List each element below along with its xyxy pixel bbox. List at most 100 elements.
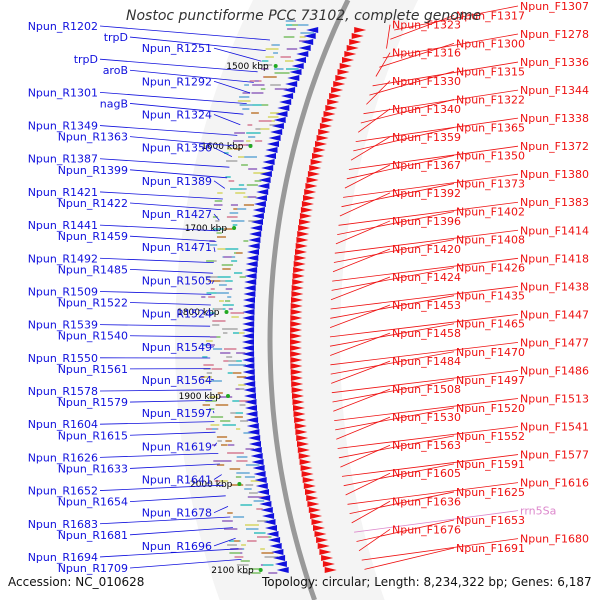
- reverse-strand-gene: [248, 237, 261, 243]
- feature-block: [234, 540, 240, 542]
- left-label-leader: [213, 213, 220, 221]
- reverse-strand-gene: [250, 453, 263, 459]
- forward-strand-gene: [337, 69, 350, 75]
- forward-strand-gene: [297, 447, 310, 453]
- feature-block: [233, 140, 244, 142]
- forward-strand-gene: [306, 177, 319, 183]
- forward-strand-gene: [354, 27, 367, 33]
- feature-block: [212, 320, 226, 322]
- feature-block: [228, 360, 237, 362]
- reverse-gene-label: nagB: [100, 97, 128, 110]
- feature-block: [234, 556, 244, 558]
- feature-block: [243, 240, 249, 242]
- forward-strand-gene: [290, 369, 303, 375]
- forward-gene-label: Npun_F1438: [520, 280, 589, 293]
- reverse-strand-gene: [259, 501, 272, 507]
- feature-block: [244, 488, 252, 490]
- feature-block: [209, 312, 216, 314]
- left-label-leader: [213, 537, 236, 547]
- right-label-leader: [332, 379, 455, 403]
- forward-strand-gene: [300, 465, 313, 471]
- right-label-leader: [335, 220, 391, 245]
- reverse-strand-gene: [242, 333, 254, 339]
- feature-block: [299, 36, 306, 38]
- left-label-leader: [213, 474, 222, 480]
- reverse-gene-label: Npun_R1492: [28, 252, 98, 265]
- reverse-strand-gene: [243, 285, 256, 291]
- reverse-strand-gene: [273, 117, 286, 123]
- forward-strand-gene: [306, 495, 319, 501]
- reverse-gene-label: Npun_R1615: [58, 429, 128, 442]
- reverse-gene-label: Npun_R1301: [28, 86, 98, 99]
- feature-block: [235, 476, 242, 478]
- reverse-strand-gene: [257, 489, 269, 495]
- forward-strand-gene: [299, 459, 312, 465]
- reverse-strand-gene: [259, 171, 272, 177]
- feature-block: [231, 260, 238, 262]
- feature-block: [239, 404, 246, 406]
- reverse-gene-label: Npun_R1626: [28, 451, 98, 464]
- right-label-leader: [333, 239, 455, 263]
- left-label-leader: [213, 442, 218, 447]
- forward-gene-label: Npun_F1513: [520, 392, 589, 405]
- feature-block: [245, 484, 254, 486]
- feature-block: [239, 364, 247, 366]
- forward-strand-gene: [313, 147, 326, 153]
- feature-block: [206, 372, 213, 374]
- right-label-leader: [348, 145, 519, 170]
- forward-strand-gene: [290, 363, 303, 369]
- forward-strand-gene: [290, 303, 303, 309]
- left-label-leader: [99, 324, 211, 327]
- reverse-gene-label: Npun_R1550: [28, 352, 98, 365]
- reverse-strand-gene: [279, 99, 292, 105]
- right-label-leader: [349, 491, 455, 514]
- forward-strand-gene: [349, 39, 362, 45]
- feature-block: [242, 572, 256, 574]
- forward-strand-gene: [307, 501, 320, 507]
- left-label-leader: [129, 559, 242, 569]
- reverse-strand-gene: [244, 273, 257, 279]
- reverse-strand-gene: [245, 405, 257, 411]
- reverse-gene-label: Npun_R1509: [28, 285, 98, 298]
- reverse-strand-gene: [242, 369, 255, 375]
- reverse-strand-gene: [287, 75, 300, 81]
- feature-block: [226, 160, 238, 162]
- left-label-leader: [99, 453, 219, 458]
- forward-strand-gene: [291, 291, 304, 297]
- feature-block: [225, 288, 233, 290]
- feature-block: [212, 428, 218, 430]
- right-label-leader: [343, 173, 519, 198]
- feature-block: [247, 496, 260, 498]
- reverse-gene-label: Npun_R1579: [58, 396, 128, 409]
- feature-block: [229, 552, 241, 554]
- forward-strand-gene: [290, 315, 303, 321]
- forward-strand-gene: [290, 345, 302, 351]
- forward-gene-label: Npun_F1563: [392, 439, 461, 452]
- feature-block: [253, 528, 259, 530]
- forward-strand-gene: [291, 285, 304, 291]
- feature-block: [254, 532, 266, 534]
- scale-tick-mark: [224, 310, 229, 314]
- left-label-leader: [129, 202, 222, 210]
- forward-gene-label: Npun_F1477: [520, 336, 589, 349]
- forward-gene-label: Npun_F1322: [456, 93, 525, 106]
- feature-block: [246, 528, 259, 530]
- feature-block: [217, 276, 231, 278]
- reverse-strand-gene: [274, 561, 287, 567]
- reverse-gene-label: Npun_R1619: [142, 440, 212, 453]
- left-label-leader: [129, 136, 235, 147]
- forward-strand-gene: [299, 219, 311, 225]
- feature-block: [201, 296, 206, 298]
- feature-block: [212, 324, 220, 326]
- feature-block: [234, 272, 243, 274]
- right-label-leader: [333, 388, 391, 412]
- reverse-gene-label: Npun_R1696: [142, 540, 212, 553]
- forward-strand-gene: [305, 489, 317, 495]
- feature-block: [217, 236, 226, 238]
- feature-block: [202, 356, 208, 358]
- right-label-leader: [382, 33, 519, 59]
- forward-gene-label: Npun_F1530: [392, 411, 461, 424]
- reverse-strand-gene: [242, 363, 255, 369]
- forward-strand-gene: [346, 45, 359, 51]
